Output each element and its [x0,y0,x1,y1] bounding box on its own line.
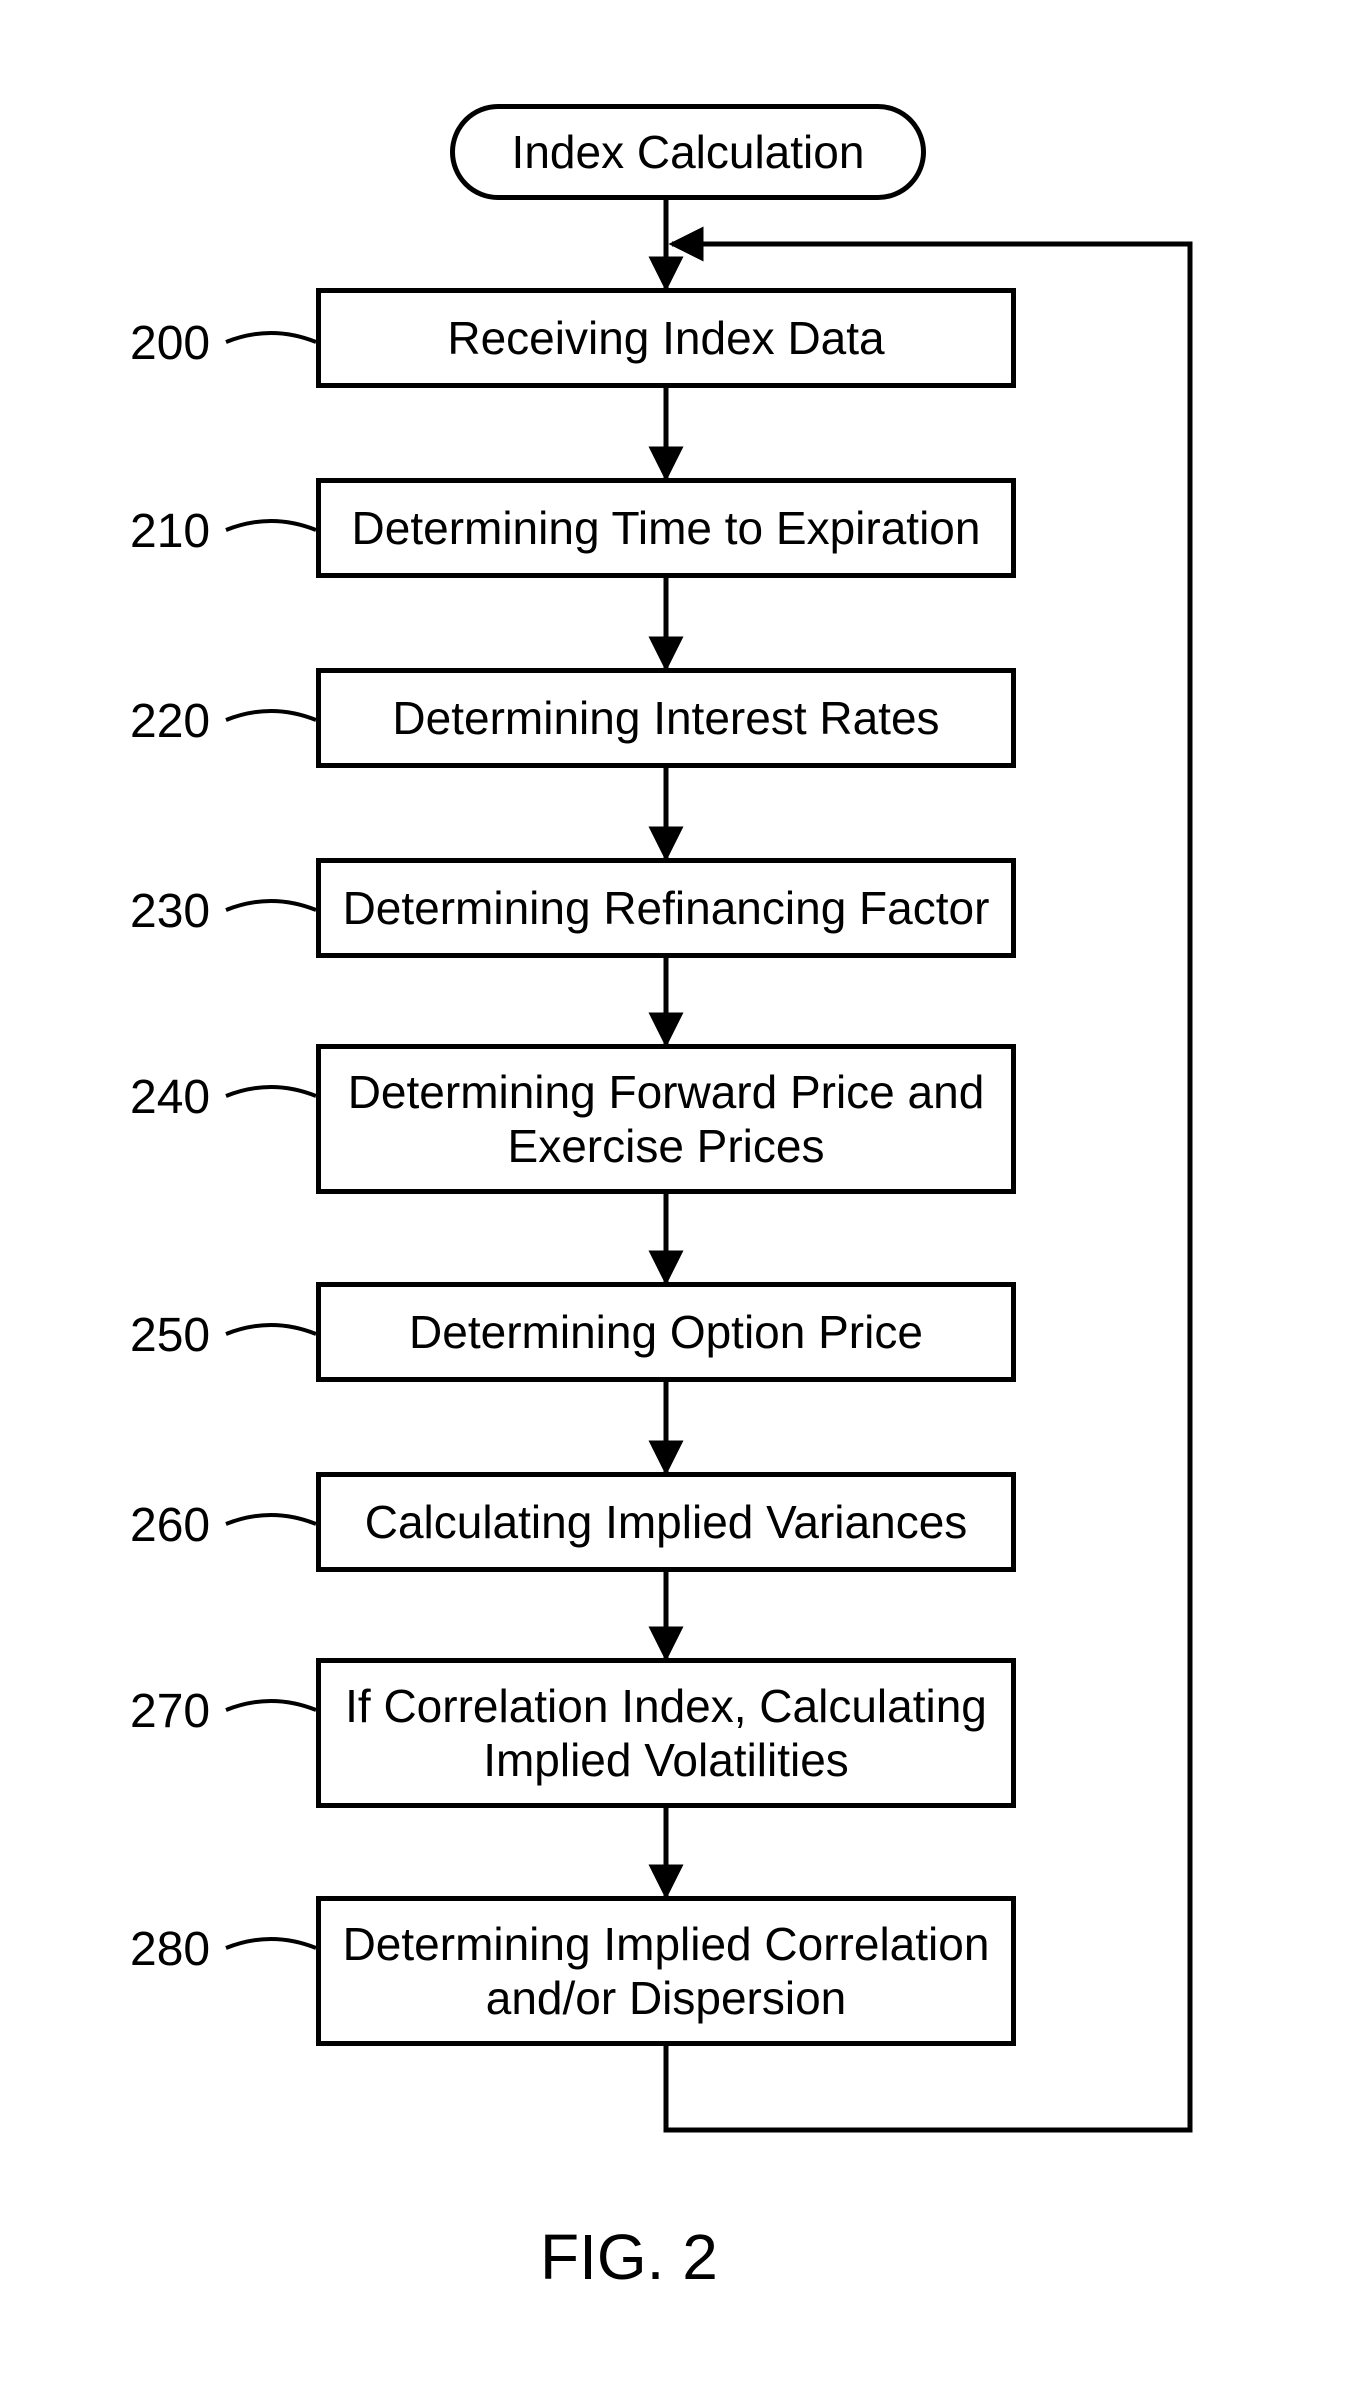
process-box-240: Determining Forward Price and Exercise P… [316,1044,1016,1194]
lead-line-210 [226,521,316,530]
ref-label-230: 230 [130,884,210,939]
ref-label-240: 240 [130,1070,210,1125]
ref-label-250: 250 [130,1308,210,1363]
process-box-label: If Correlation Index, Calculating Implie… [337,1679,995,1787]
process-box-label: Determining Refinancing Factor [343,881,990,935]
process-box-210: Determining Time to Expiration [316,478,1016,578]
process-box-280: Determining Implied Correlation and/or D… [316,1896,1016,2046]
process-box-label: Determining Interest Rates [392,691,939,745]
process-box-label: Calculating Implied Variances [365,1495,968,1549]
ref-label-200: 200 [130,316,210,371]
flowchart-canvas: Index Calculation Receiving Index Data 200… [0,0,1347,2385]
process-box-230: Determining Refinancing Factor [316,858,1016,958]
process-box-250: Determining Option Price [316,1282,1016,1382]
lead-line-270 [226,1701,316,1710]
process-box-200: Receiving Index Data [316,288,1016,388]
lead-line-240 [226,1087,316,1096]
process-box-label: Determining Implied Correlation and/or D… [337,1917,995,2025]
lead-line-220 [226,711,316,720]
lead-line-200 [226,333,316,342]
lead-line-250 [226,1325,316,1334]
ref-label-280: 280 [130,1922,210,1977]
process-box-270: If Correlation Index, Calculating Implie… [316,1658,1016,1808]
terminator-start: Index Calculation [450,104,926,200]
process-box-220: Determining Interest Rates [316,668,1016,768]
ref-label-260: 260 [130,1498,210,1553]
figure-caption: FIG. 2 [540,2220,718,2294]
terminator-label: Index Calculation [512,125,865,179]
process-box-label: Determining Time to Expiration [352,501,981,555]
process-box-label: Receiving Index Data [447,311,884,365]
ref-label-210: 210 [130,504,210,559]
process-box-label: Determining Forward Price and Exercise P… [337,1065,995,1173]
lead-line-230 [226,901,316,910]
ref-label-270: 270 [130,1684,210,1739]
process-box-label: Determining Option Price [409,1305,923,1359]
process-box-260: Calculating Implied Variances [316,1472,1016,1572]
lead-line-280 [226,1939,316,1948]
ref-label-220: 220 [130,694,210,749]
lead-line-260 [226,1515,316,1524]
